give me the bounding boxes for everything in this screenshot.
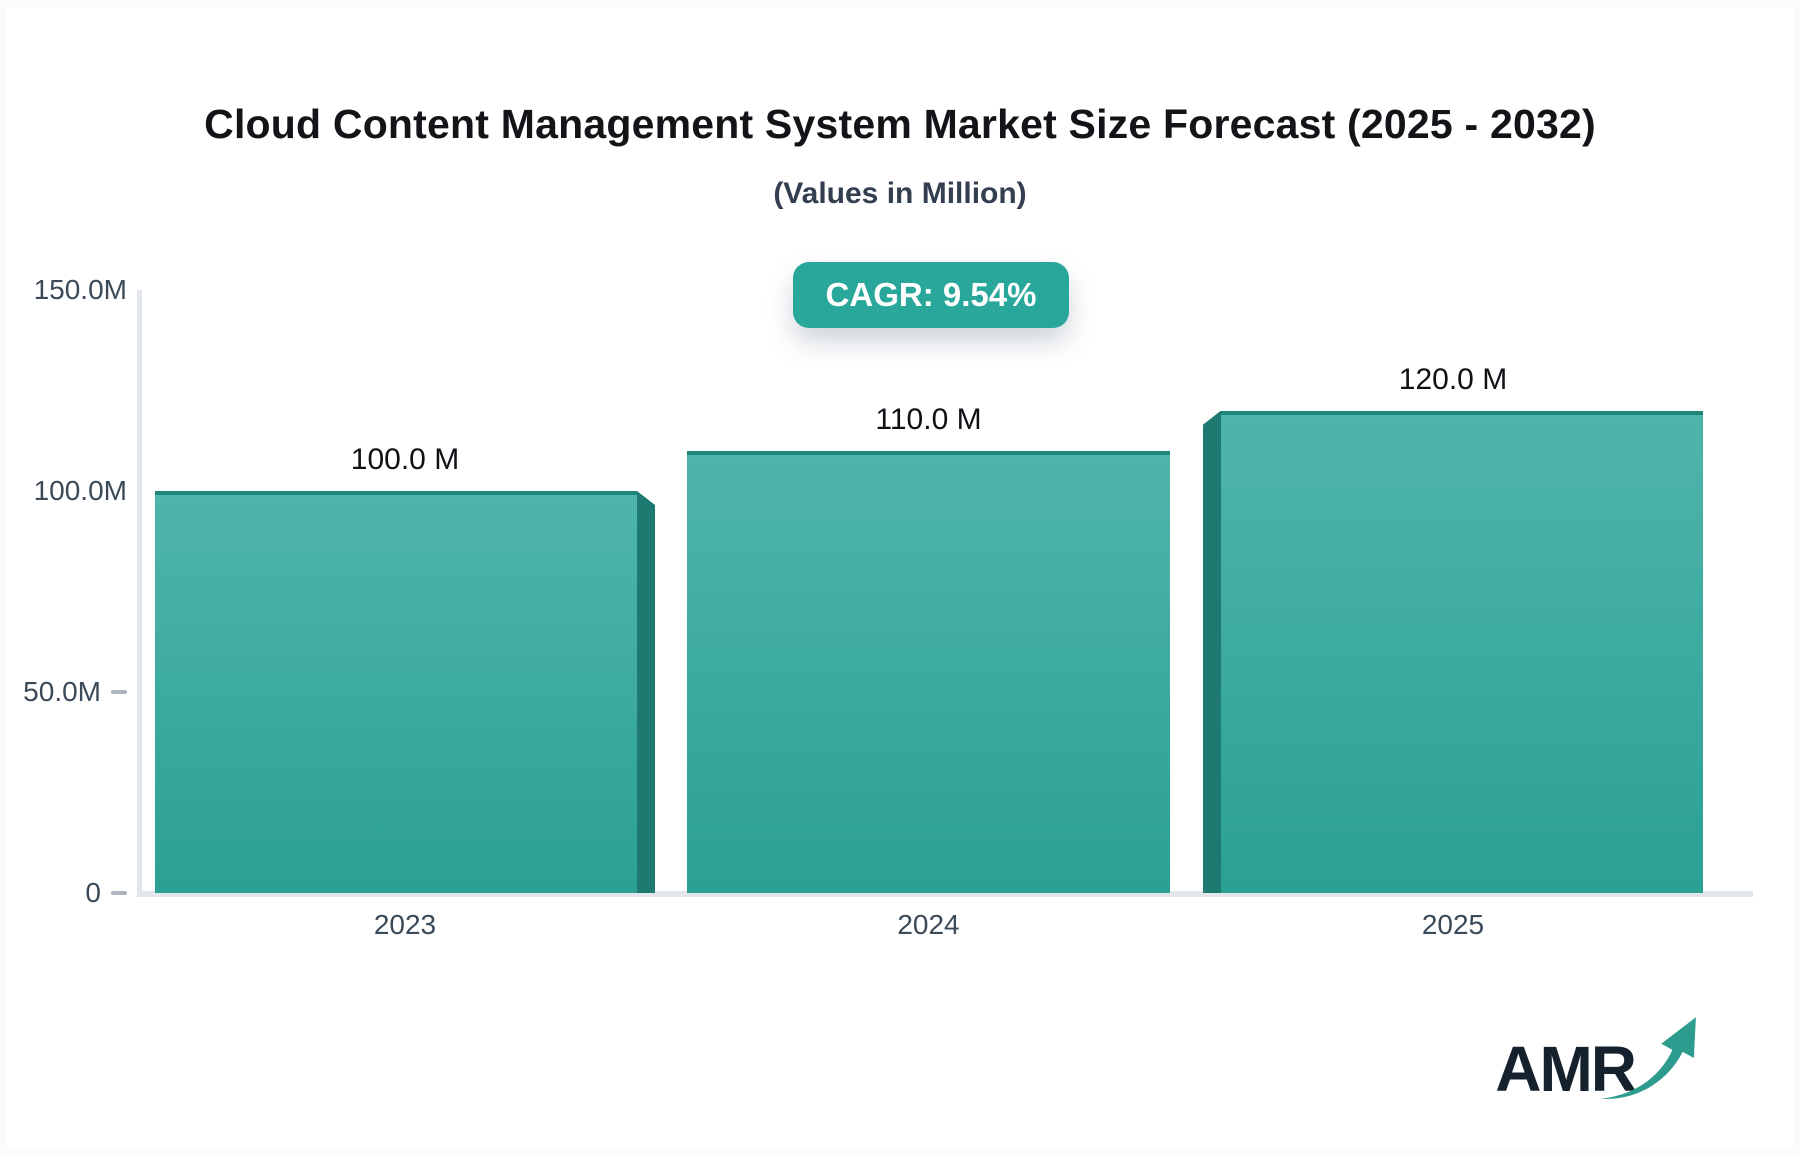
- y-tick-label: 50.0M: [23, 675, 101, 707]
- bar-value-label: 110.0 M: [875, 402, 982, 436]
- bar-group-2023: 100.0 M 2023: [155, 290, 655, 940]
- bar-3d-side: [637, 491, 655, 893]
- chart-subtitle: (Values in Million): [773, 177, 1027, 210]
- y-tick-dash: [111, 689, 127, 694]
- bar-value-label: 100.0 M: [350, 443, 460, 477]
- bar-2023[interactable]: [155, 491, 637, 893]
- bar-value-label: 120.0 M: [1398, 362, 1508, 396]
- bar-3d-side: [1203, 410, 1221, 893]
- y-tick-50.0M: 50.0M: [23, 676, 127, 708]
- bar-2025[interactable]: [1221, 410, 1703, 893]
- y-axis: 150.0M 100.0M 50.0M 0: [7, 274, 127, 908]
- cagr-badge: CAGR: 9.54%: [793, 262, 1069, 328]
- y-tick-label: 0: [85, 877, 101, 908]
- amr-logo: AMR: [1495, 1003, 1701, 1103]
- y-tick-0: 0: [85, 877, 127, 909]
- x-axis-label: 2024: [897, 909, 960, 940]
- bar-group-2024: 110.0 M 2024: [687, 290, 1170, 940]
- bar-2024[interactable]: [687, 450, 1170, 893]
- y-tick-label: 150.0M: [33, 274, 127, 305]
- amr-logo-text: AMR: [1495, 1032, 1637, 1105]
- chart-card: Cloud Content Management System Market S…: [7, 7, 1793, 1149]
- y-tick-label: 100.0M: [33, 474, 127, 506]
- plot-area: 100.0 M 2023 110.0 M 2024 120.0 M 2025: [140, 290, 1752, 940]
- x-axis-line: [137, 891, 1753, 897]
- x-axis-label: 2025: [1421, 909, 1485, 940]
- x-axis-label: 2023: [373, 909, 437, 940]
- y-tick-dash: [111, 891, 127, 895]
- y-tick-150.0M: 150.0M: [34, 274, 127, 306]
- bar-group-2025: 120.0 M 2025: [1203, 290, 1703, 940]
- growth-arrow-icon: [1601, 1017, 1696, 1099]
- y-tick-100.0M: 100.0M: [34, 475, 127, 507]
- y-axis-line: [137, 290, 142, 895]
- chart-title: Cloud Content Management System Market S…: [204, 101, 1596, 147]
